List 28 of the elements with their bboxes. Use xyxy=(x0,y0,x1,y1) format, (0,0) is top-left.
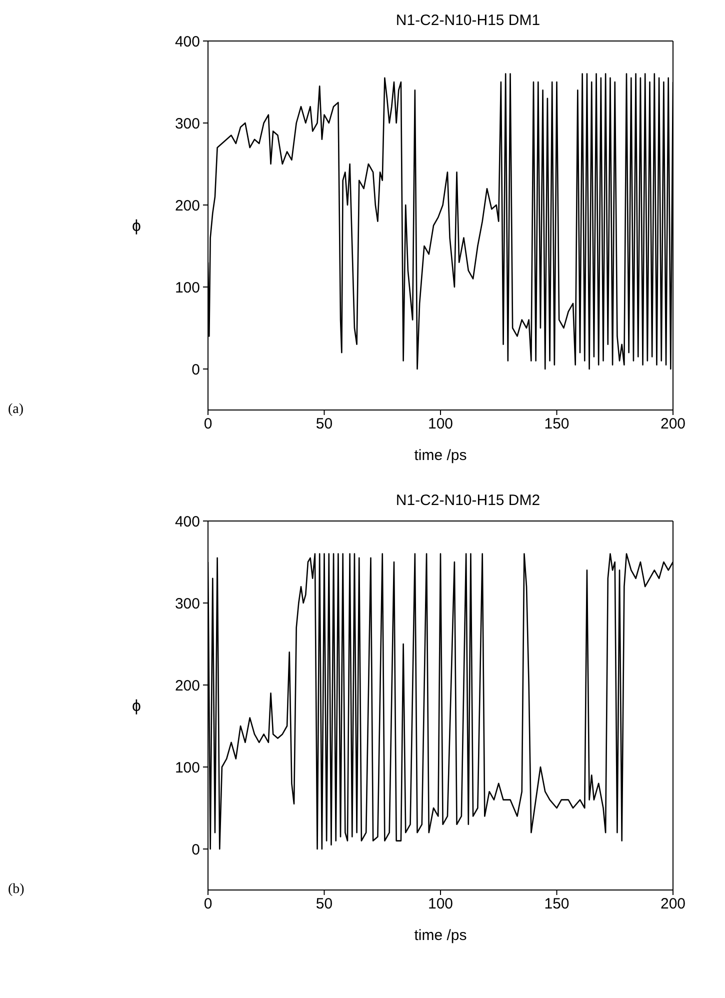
chart-title: N1-C2-N10-H15 DM2 xyxy=(394,492,542,509)
text: (a) xyxy=(8,402,24,418)
y-tick-label: 100 xyxy=(174,759,200,776)
x-tick-label: 0 xyxy=(204,416,212,433)
y-tick-label: 400 xyxy=(174,33,200,50)
y-tick-label: 400 xyxy=(174,513,200,530)
x-tick-label: 50 xyxy=(316,416,333,433)
x-tick-label: 150 xyxy=(544,416,570,433)
y-axis-title: ϕ xyxy=(132,698,141,716)
chart-title: N1-C2-N10-H15 DM1 xyxy=(394,12,542,29)
y-tick-label: 100 xyxy=(174,279,200,296)
y-tick-label: 0 xyxy=(192,361,200,378)
y-tick-label: 0 xyxy=(192,841,200,858)
x-tick-label: 50 xyxy=(316,896,333,913)
y-tick-label: 200 xyxy=(174,677,200,694)
y-tick-label: 300 xyxy=(174,595,200,612)
x-tick-label: 200 xyxy=(660,416,686,433)
x-tick-label: 100 xyxy=(428,416,454,433)
y-tick-label: 300 xyxy=(174,115,200,132)
x-tick-label: 200 xyxy=(660,896,686,913)
x-axis-title: time /ps xyxy=(414,927,467,944)
x-tick-label: 100 xyxy=(428,896,454,913)
text: (b) xyxy=(8,882,24,898)
x-axis-title: time /ps xyxy=(414,447,467,464)
y-axis-title: ϕ xyxy=(132,218,141,236)
x-tick-label: 0 xyxy=(204,896,212,913)
y-tick-label: 200 xyxy=(174,197,200,214)
x-tick-label: 150 xyxy=(544,896,570,913)
